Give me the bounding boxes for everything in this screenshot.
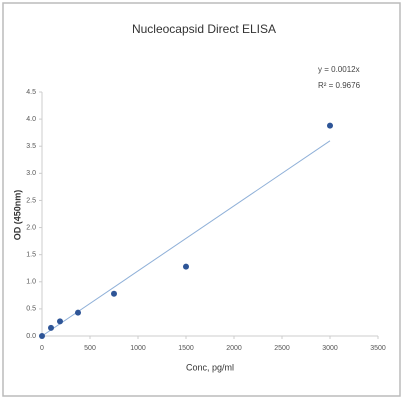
trendline [41,140,331,337]
y-tick-label: 4.5 [26,89,36,96]
x-tick-label: 2500 [274,345,290,352]
x-axis-title: Conc, pg/ml [186,362,234,372]
point [39,333,45,339]
y-axis-title: OD (450nm) [12,190,22,241]
r-squared: R² = 0.9676 [318,81,361,90]
y-tick-label: 1.5 [26,252,36,259]
point [75,309,81,316]
y-tick-label: 3.0 [26,170,36,177]
x-tick-label: 1000 [130,345,146,352]
equation: y = 0.0012x [318,65,360,74]
x-tick-label: 3500 [370,345,386,352]
point [48,324,54,331]
y-tick-label: 2.5 [26,197,36,204]
x-tick-label: 2000 [226,345,242,352]
y-tick-label: 1.0 [26,279,36,286]
chart-title: Nucleocapsid Direct ELISA [132,22,276,36]
y-tick-label: 3.5 [26,143,36,150]
point [57,318,63,325]
y-tick-label: 0.0 [26,333,36,340]
point [183,263,189,270]
x-tick-label: 3000 [322,345,338,352]
y-tick-label: 2.0 [26,224,36,231]
point [111,290,117,297]
point [327,122,333,129]
x-tick-label: 1500 [178,345,194,352]
x-tick-label: 500 [84,345,96,352]
x-tick-label: 0 [40,345,44,352]
y-tick-label: 0.5 [26,306,36,313]
chart-frame [2,2,401,397]
y-tick-label: 4.0 [26,116,36,123]
